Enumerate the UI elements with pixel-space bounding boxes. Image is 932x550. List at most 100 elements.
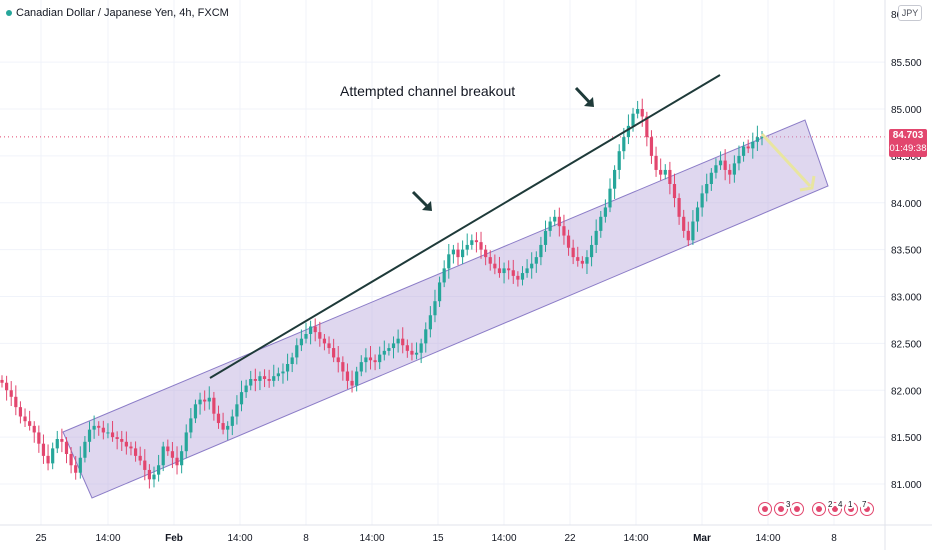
candle-down: [649, 130, 654, 164]
economic-events-group-2[interactable]: 2 4 1 7: [812, 500, 874, 524]
event-flag-icon[interactable]: [758, 502, 772, 516]
candle-up: [553, 209, 557, 227]
down-arrow-icon: [574, 86, 594, 107]
candle-body: [654, 155, 658, 170]
candle-down: [23, 408, 27, 427]
candle-down: [138, 446, 142, 466]
channel-band: [62, 119, 829, 499]
candle-down: [580, 256, 584, 269]
candle-body: [553, 216, 557, 222]
candle-down: [511, 259, 515, 284]
candle-up: [755, 125, 759, 151]
candle-body: [37, 432, 41, 444]
candle-down: [493, 254, 497, 275]
candle-down: [143, 449, 147, 481]
candle-body: [451, 249, 455, 255]
price-tick-label: 84.500: [891, 152, 922, 163]
candle-body: [41, 443, 46, 456]
candle-up: [534, 251, 538, 273]
candle-body: [184, 432, 188, 452]
candle-body: [64, 441, 69, 454]
candle-up: [705, 173, 709, 202]
candle-body: [175, 457, 179, 466]
candle-down: [456, 242, 460, 266]
drawings: [209, 74, 816, 379]
projection-head: [799, 175, 816, 192]
candle-up: [364, 348, 368, 373]
candle-down: [0, 375, 4, 388]
candle-down: [488, 250, 492, 271]
candle-up: [157, 454, 161, 482]
candle-up: [382, 340, 386, 361]
candle-body: [332, 348, 336, 358]
candle-body: [216, 413, 221, 424]
symbol-title-text: Canadian Dollar / Japanese Yen, 4h, FXCM: [16, 7, 229, 19]
time-tick-label: 22: [564, 533, 576, 544]
candle-body: [705, 184, 709, 194]
candle-body: [530, 263, 534, 269]
candle-up: [470, 234, 474, 250]
event-flag-icon[interactable]: [812, 502, 826, 516]
candle-body: [198, 399, 202, 405]
candle-up: [585, 250, 589, 274]
candle-body: [516, 275, 520, 280]
candle-down: [262, 369, 267, 388]
candle-body: [405, 345, 409, 351]
candle-body: [221, 423, 225, 430]
candle-body: [143, 460, 147, 470]
candle-body: [239, 392, 244, 405]
candle-body: [180, 451, 184, 466]
event-count: 7: [860, 500, 869, 509]
candle-up: [51, 442, 55, 470]
candle-body: [23, 416, 27, 422]
candle-body: [212, 397, 216, 414]
bar-countdown: 01:49:38: [889, 142, 927, 154]
candle-up: [447, 244, 451, 279]
candle-up: [359, 355, 363, 377]
candle-body: [456, 249, 460, 258]
candle-up: [198, 392, 202, 415]
candle-body: [189, 418, 193, 433]
candle-body: [60, 439, 64, 442]
candle-body: [419, 343, 423, 353]
candle-body: [327, 343, 331, 349]
candle-body: [230, 416, 234, 426]
candle-body: [442, 268, 446, 283]
candle-body: [433, 301, 437, 316]
candle-body: [709, 172, 713, 184]
candle-down: [507, 260, 511, 280]
candle-body: [336, 357, 340, 363]
candle-body: [617, 151, 621, 170]
candle-body: [373, 360, 377, 363]
candle-body: [345, 371, 350, 381]
candle-down: [405, 339, 409, 358]
candle-up: [700, 185, 704, 217]
candle-body: [341, 362, 345, 372]
candle-down: [557, 207, 561, 237]
candle-up: [299, 329, 303, 352]
candle-up: [87, 421, 92, 453]
candle-down: [332, 338, 336, 363]
candle-body: [120, 439, 124, 442]
candle-down: [129, 441, 133, 456]
candle-body: [659, 169, 663, 175]
candle-body: [511, 270, 515, 276]
candle-body: [714, 165, 718, 173]
candle-up: [741, 141, 746, 162]
candle-up: [235, 395, 239, 425]
candle-down: [60, 428, 64, 453]
candle-body: [672, 184, 677, 199]
candle-up: [461, 240, 465, 265]
symbol-title: Canadian Dollar / Japanese Yen, 4h, FXCM: [6, 7, 229, 19]
candle-up: [272, 364, 276, 387]
economic-events-group-1[interactable]: 3: [758, 500, 804, 524]
candle-body: [83, 441, 87, 458]
currency-button[interactable]: JPY: [898, 5, 922, 21]
event-flag-icon[interactable]: [790, 502, 804, 516]
candle-down: [516, 271, 520, 287]
candle-down: [497, 256, 502, 278]
candle-up: [276, 367, 280, 381]
candle-body: [391, 343, 396, 349]
